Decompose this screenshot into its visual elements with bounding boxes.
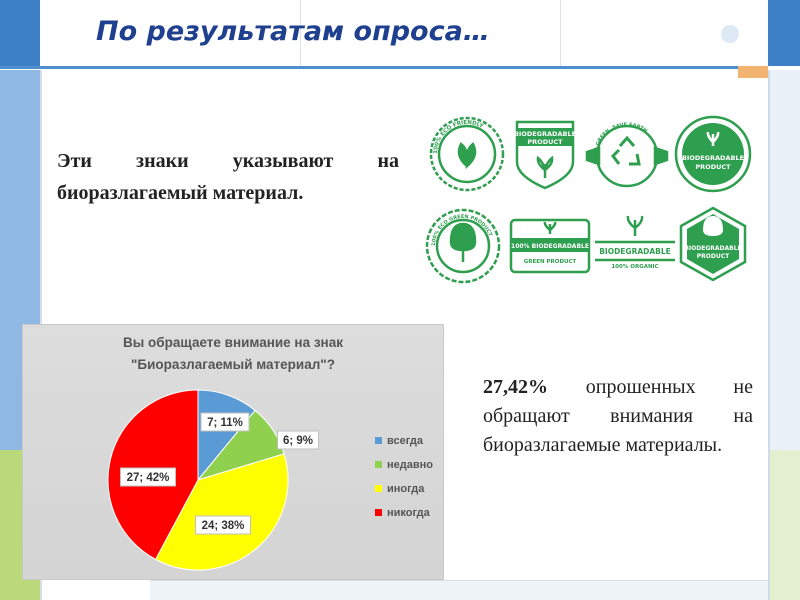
legend-swatch-2 — [375, 461, 382, 468]
page-title: По результатам опроса… — [96, 16, 490, 47]
biodegradable-product-circle-icon — [674, 115, 752, 193]
legend-label-1: всегда — [387, 435, 424, 447]
legend-label-4: никогда — [387, 507, 431, 519]
rect-label-text-top: 100% BIODEGRADABLE — [511, 243, 589, 250]
pie-slice-3 — [154, 453, 289, 571]
data-label-3: 24; 38% — [195, 515, 251, 535]
pie-data-labels: 7; 11% 6; 9% 24; 38% 27; 42% — [120, 412, 319, 535]
legend-label-2: недавно — [387, 459, 433, 471]
left-accent-top — [0, 0, 40, 66]
pie-chart-svg: Вы обращаете внимание на знак "Биоразлаг… — [107, 335, 433, 571]
header-underline — [0, 66, 768, 69]
intro-text: Эти знаки указывают на биоразлагаемый ма… — [57, 150, 399, 204]
data-label-1: 7; 11% — [200, 412, 250, 432]
data-label-2: 6; 9% — [277, 430, 319, 450]
biodegradable-badges: 100% ECO FRIENDLY BIODEGRADABLE PRODUCT … — [425, 115, 752, 284]
shield-text-bottom: PRODUCT — [527, 138, 563, 146]
chart-title-line-2: "Биоразлагаемый материал"? — [131, 357, 335, 372]
wide-label-text-top: BIODEGRADABLE — [599, 247, 671, 256]
pie-chart: Вы обращаете внимание на знак "Биоразлаг… — [22, 324, 444, 580]
highlight-percent: 27,42% — [483, 376, 548, 398]
legend-swatch-4 — [375, 509, 382, 516]
shield-text-top: BIODEGRADABLE — [514, 130, 576, 138]
svg-text:6; 9%: 6; 9% — [283, 435, 313, 447]
circle-text-top: BIODEGRADABLE — [682, 154, 744, 162]
conclusion-rest: опрошенных не обращают внимания на биора… — [483, 376, 753, 456]
sparkle-icon — [707, 11, 753, 57]
right-accent-middle — [768, 70, 800, 450]
legend-swatch-3 — [375, 485, 382, 492]
biodegradable-product-shield-icon — [515, 120, 575, 190]
svg-text:7; 11%: 7; 11% — [207, 417, 243, 429]
grid-line — [560, 0, 561, 66]
biodegradable-green-product-label-icon — [509, 218, 591, 274]
right-accent-bottom — [768, 450, 800, 600]
orange-accent — [738, 66, 768, 78]
wide-label-text-bottom: 100% ORGANIC — [611, 264, 658, 270]
svg-text:27; 42%: 27; 42% — [127, 472, 170, 484]
recycle-icon — [585, 124, 669, 188]
grid-line — [300, 0, 301, 66]
right-accent-top — [768, 0, 800, 66]
eco-friendly-seal-icon — [429, 116, 505, 192]
circle-text-bottom: PRODUCT — [695, 163, 731, 171]
survey-conclusion: 27,42% опрошенных не обращают внимания н… — [483, 373, 753, 460]
svg-text:GO GREEN. SAVE EARTH: GO GREEN. SAVE EARTH — [593, 122, 648, 156]
data-label-4: 27; 42% — [120, 467, 176, 487]
recycle-ring-text: GO GREEN. SAVE EARTH — [593, 122, 648, 156]
chart-legend: всегда недавно иногда никогда — [375, 435, 433, 519]
chart-title-line-1: Вы обращаете внимание на знак — [123, 335, 343, 350]
hexagon-text-bottom: PRODUCT — [697, 253, 730, 260]
legend-label-3: иногда — [387, 483, 425, 495]
pie-slices — [107, 389, 289, 571]
header-band — [0, 0, 800, 66]
footer-strip — [150, 580, 768, 600]
legend-swatch-1 — [375, 437, 382, 444]
biodegradable-organic-label-icon — [595, 215, 675, 262]
hexagon-text-top: BIODEGRADABLE — [684, 245, 741, 252]
biodegradable-product-hexagon-icon — [679, 206, 747, 282]
rect-label-text-bottom: GREEN PRODUCT — [524, 259, 577, 265]
green-product-seal-icon — [425, 208, 501, 284]
svg-text:24; 38%: 24; 38% — [202, 520, 245, 532]
